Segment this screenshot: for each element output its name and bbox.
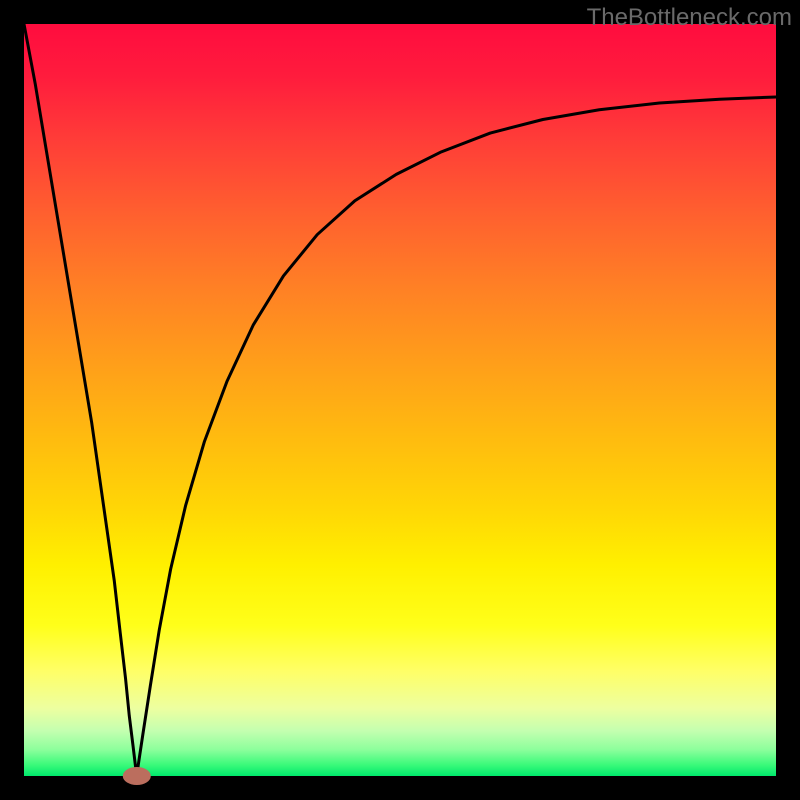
bottleneck-chart: [0, 0, 800, 800]
chart-container: TheBottleneck.com: [0, 0, 800, 800]
plot-background: [24, 24, 776, 776]
minimum-marker: [123, 767, 151, 785]
watermark-text: TheBottleneck.com: [587, 4, 792, 32]
